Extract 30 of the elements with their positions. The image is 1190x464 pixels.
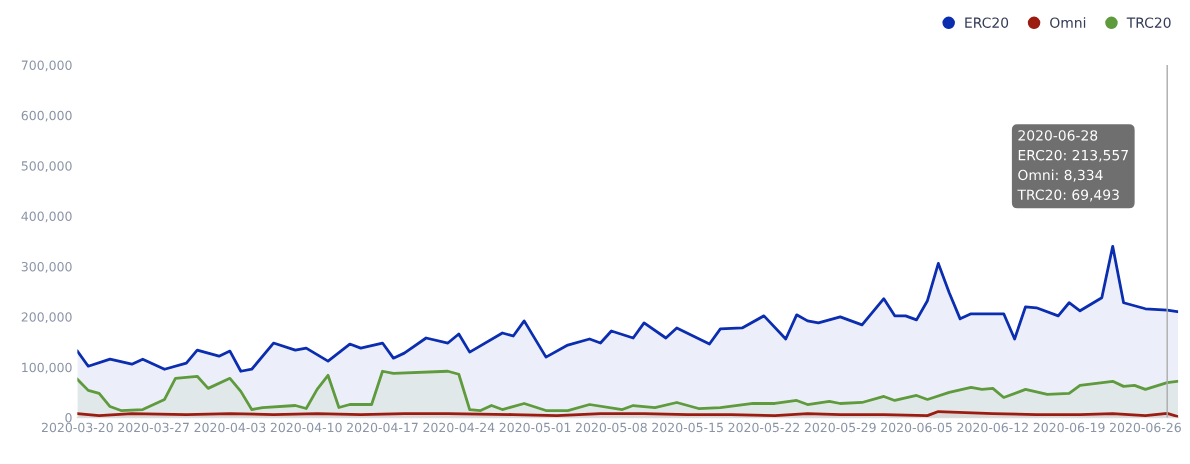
y-tick-label: 100,000 xyxy=(22,362,72,374)
y-tick-label: 500,000 xyxy=(21,161,72,172)
y-tick-label: 600,000 xyxy=(21,110,72,122)
x-tick-label: 2020-03-20 xyxy=(41,422,113,433)
x-tick-label: 2020-05-01 xyxy=(499,422,571,433)
x-tick-label: 2020-06-12 xyxy=(957,422,1028,433)
annotation: Omni: 8,334 xyxy=(1018,169,1103,182)
y-tick-label: 700,000 xyxy=(21,60,72,72)
x-tick-label: 2020-05-22 xyxy=(728,422,800,433)
x-tick-label: 2020-04-10 xyxy=(270,422,342,433)
annotation: ERC20: 213,557 xyxy=(1018,149,1128,162)
x-tick-label: 2020-06-05 xyxy=(881,422,952,433)
legend-label: TRC20 xyxy=(1126,17,1171,28)
y-tick-label: 0 xyxy=(65,413,72,423)
x-tick-label: 2020-06-26 xyxy=(1110,422,1181,433)
legend-label: ERC20 xyxy=(965,17,1009,28)
y-tick-label: 400,000 xyxy=(21,211,72,223)
x-tick-label: 2020-05-15 xyxy=(652,422,723,433)
x-tick-label: 2020-03-27 xyxy=(118,422,189,433)
legend-label: Omni xyxy=(1050,17,1086,28)
x-tick-label: 2020-06-19 xyxy=(1033,422,1105,433)
y-tick-label: 300,000 xyxy=(21,261,72,273)
annotation: TRC20: 69,493 xyxy=(1017,189,1119,202)
y-tick-label: 200,000 xyxy=(21,312,72,324)
x-tick-label: 2020-05-29 xyxy=(804,422,876,433)
annotation: 2020-06-28 xyxy=(1018,130,1098,141)
x-tick-label: 2020-04-24 xyxy=(423,422,495,433)
x-tick-label: 2020-04-17 xyxy=(347,422,418,433)
x-tick-label: 2020-05-08 xyxy=(575,422,647,433)
x-tick-label: 2020-04-03 xyxy=(194,422,266,433)
